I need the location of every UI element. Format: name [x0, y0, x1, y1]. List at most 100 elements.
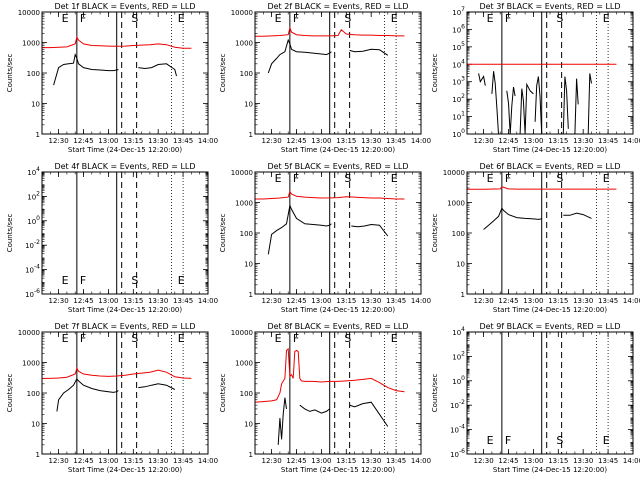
flag-marker-label: S [556, 12, 563, 25]
chart-title: Det 9f BLACK = Events, RED = LLD [479, 322, 620, 331]
plot-frame [254, 171, 422, 295]
x-tick-label: 13:45 [598, 137, 618, 145]
y-tick-label: 10-2 [450, 399, 465, 410]
y-tick-label: 106 [452, 23, 465, 34]
y-tick-label: 100 [240, 230, 253, 238]
y-tick-label: 102 [452, 93, 465, 104]
x-tick-label: 12:30 [49, 297, 69, 305]
flag-marker-label: S [131, 332, 138, 345]
x-tick-label: 14:00 [623, 457, 640, 465]
y-tick-label: 10000 [231, 329, 253, 337]
x-axis-label: Start Time (24-Dec-15 12:20:00) [281, 466, 395, 474]
y-axis-label: Counts/sec [219, 374, 227, 413]
chart-title: Det 8f BLACK = Events, RED = LLD [267, 322, 408, 331]
y-tick-label: 101 [452, 111, 465, 122]
flag-marker-label: E [275, 332, 282, 345]
x-axis-label: Start Time (24-Dec-15 12:20:00) [493, 306, 607, 314]
x-tick-label: 13:00 [523, 457, 543, 465]
events-series-line [483, 207, 542, 230]
y-tick-label: 10000 [231, 169, 253, 177]
x-tick-label: 14:00 [198, 297, 218, 305]
chart-panel-5: Det 5f BLACK = Events, RED = LLD Counts/s… [219, 162, 431, 314]
x-tick-label: 12:45 [498, 457, 518, 465]
x-tick-label: 13:15 [123, 137, 143, 145]
x-tick-label: 13:45 [173, 137, 193, 145]
x-tick-label: 13:15 [548, 457, 568, 465]
x-tick-label: 13:00 [98, 297, 118, 305]
x-tick-label: 14:00 [411, 137, 431, 145]
flag-marker-label: E [391, 12, 398, 25]
y-tick-label: 10 [31, 421, 40, 429]
flag-marker-label: F [293, 12, 299, 25]
y-tick-label: 102 [452, 350, 465, 361]
y-tick-label: 100 [452, 128, 465, 139]
plot-frame [466, 11, 634, 135]
y-tick-label: 104 [452, 58, 465, 69]
flag-marker-label: E [603, 434, 610, 447]
chart-title: Det 2f BLACK = Events, RED = LLD [267, 2, 408, 11]
flag-marker-label: E [62, 12, 69, 25]
flag-marker-label: F [293, 332, 299, 345]
x-tick-label: 12:30 [49, 137, 69, 145]
x-tick-label: 12:30 [262, 457, 282, 465]
x-tick-label: 12:30 [474, 457, 494, 465]
x-tick-label: 14:00 [198, 457, 218, 465]
flag-marker-label: F [505, 172, 511, 185]
x-tick-label: 12:45 [286, 297, 306, 305]
x-tick-label: 13:30 [573, 137, 593, 145]
chart-title: Det 5f BLACK = Events, RED = LLD [267, 162, 408, 171]
chart-title: Det 7f BLACK = Events, RED = LLD [54, 322, 195, 331]
y-tick-label: 105 [452, 41, 465, 52]
chart-title: Det 1f BLACK = Events, RED = LLD [54, 2, 195, 11]
y-axis-label: Counts/sec [6, 374, 14, 413]
events-series-line [277, 397, 287, 445]
x-tick-label: 12:45 [73, 457, 93, 465]
x-tick-label: 12:45 [498, 297, 518, 305]
chart-panel-2: Det 2f BLACK = Events, RED = LLD Counts/s… [219, 2, 431, 154]
y-tick-label: 10000 [231, 9, 253, 17]
chart-panel-7: Det 7f BLACK = Events, RED = LLD Counts/s… [6, 322, 218, 474]
y-tick-label: 10 [244, 421, 253, 429]
x-tick-label: 13:30 [148, 297, 168, 305]
y-axis-label: Counts/sec [431, 54, 439, 93]
y-tick-label: 107 [452, 6, 465, 17]
x-tick-label: 13:45 [386, 297, 406, 305]
y-tick-label: 100 [452, 230, 465, 238]
y-tick-label: 1 [249, 451, 253, 459]
x-tick-label: 13:00 [311, 297, 331, 305]
x-tick-label: 13:30 [148, 137, 168, 145]
flag-marker-label: E [487, 434, 494, 447]
y-axis-label: Counts/sec [6, 54, 14, 93]
flag-marker-label: S [344, 332, 351, 345]
x-tick-label: 13:00 [523, 297, 543, 305]
x-tick-label: 13:00 [98, 137, 118, 145]
y-tick-label: 103 [452, 76, 465, 87]
y-tick-label: 10 [31, 101, 40, 109]
y-axis-label: Counts/sec [219, 214, 227, 253]
x-tick-label: 13:15 [123, 297, 143, 305]
flag-marker-label: F [80, 274, 86, 287]
events-series-line [299, 404, 331, 414]
y-tick-label: 100 [240, 70, 253, 78]
events-series-line [349, 48, 389, 56]
y-tick-label: 1 [249, 131, 253, 139]
events-series-line [491, 71, 499, 134]
flag-marker-label: E [178, 274, 185, 287]
chart-panel-8: Det 8f BLACK = Events, RED = LLD Counts/s… [219, 322, 431, 474]
flag-marker-label: E [62, 332, 69, 345]
flag-marker-label: E [603, 172, 610, 185]
x-tick-label: 14:00 [623, 137, 640, 145]
y-tick-label: 10000 [18, 9, 40, 17]
events-series-line [349, 401, 389, 427]
flag-marker-label: E [178, 12, 185, 25]
flag-marker-label: S [344, 12, 351, 25]
x-tick-label: 12:45 [498, 137, 518, 145]
y-tick-label: 10000 [443, 169, 465, 177]
y-axis-label: Counts/sec [219, 54, 227, 93]
chart-panel-9: Det 9f BLACK = Events, RED = LLD Counts/s… [431, 322, 640, 474]
y-tick-label: 10 [244, 101, 253, 109]
events-series-line [53, 52, 119, 86]
x-axis-label: Start Time (24-Dec-15 12:20:00) [281, 146, 395, 154]
x-tick-label: 14:00 [198, 137, 218, 145]
